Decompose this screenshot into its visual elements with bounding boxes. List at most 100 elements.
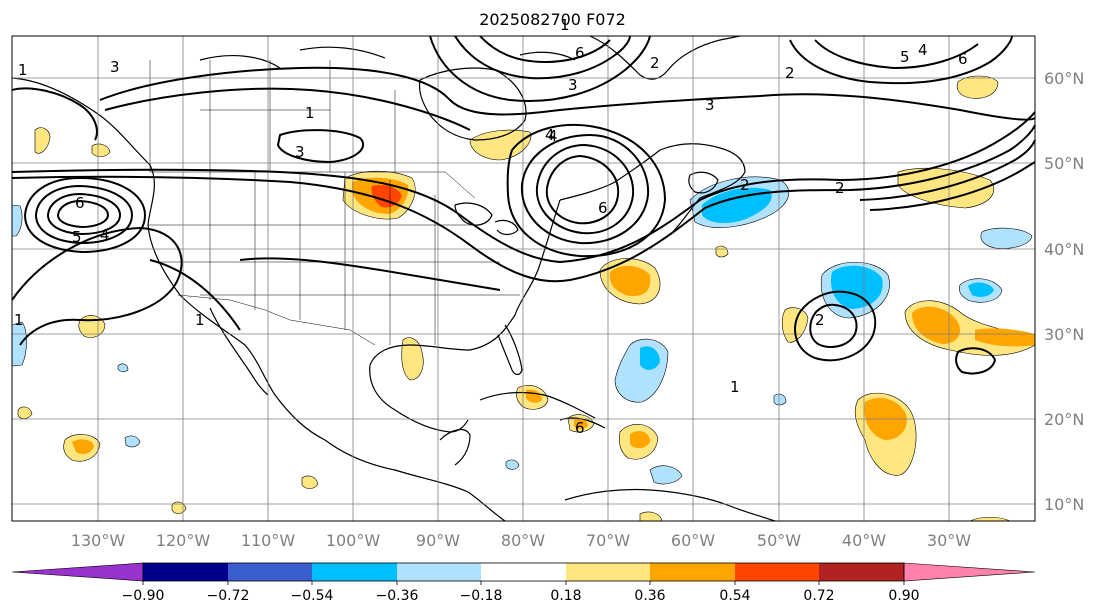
fill-lightblue-ne <box>980 227 1033 249</box>
fill-lightblue-small7 <box>773 393 787 406</box>
coastlines <box>11 35 776 522</box>
contour-label: 2 <box>785 64 795 82</box>
contour-atl-low-2 <box>809 303 858 348</box>
contour-labels: 1 2 1 6 5 4 3 3 6 4 3 2 3 4 6 5 4 6 2 1 … <box>14 16 968 437</box>
contour-label: 4 <box>918 41 928 59</box>
contour-jet-4 <box>869 161 1036 211</box>
colorbar-segment <box>481 563 566 581</box>
coast-yucatan <box>439 428 471 466</box>
fill-orange-pac-south <box>72 439 94 454</box>
contour-label: 1 <box>18 61 28 79</box>
colorbar-extend-left <box>11 562 144 582</box>
contour-label: 2 <box>650 54 660 72</box>
contour-label: 1 <box>195 311 205 329</box>
map-frame <box>11 35 1036 522</box>
fill-yellow-quebec <box>469 129 532 161</box>
contour-low-east-3 <box>545 154 620 225</box>
contour-atl-low-1 <box>794 290 877 362</box>
contour-label: 6 <box>575 44 585 62</box>
contour-label: 2 <box>740 176 750 194</box>
fill-orange-atl-coast <box>609 265 651 297</box>
contour-jet-2 <box>11 124 1036 283</box>
lon-label: 50°W <box>757 531 801 550</box>
colorbar-segment <box>228 563 312 581</box>
lon-label: 120°W <box>156 531 211 550</box>
contour-labrador-3 <box>479 35 611 64</box>
contour-label: 1 <box>14 311 24 329</box>
colorbar-tick-label: −0.72 <box>207 588 250 604</box>
contour-label: 2 <box>815 311 825 329</box>
fill-lightblue-small8 <box>505 459 520 470</box>
contour-label: 6 <box>958 50 968 68</box>
fill-yellow-greenland <box>956 75 999 99</box>
colorbar-segment <box>650 563 735 581</box>
contour-label: 6 <box>75 194 85 212</box>
contour-label: 3 <box>110 58 120 76</box>
border-us-canada <box>150 171 476 199</box>
lon-label: 40°W <box>842 531 886 550</box>
contour-pac-low-1 <box>23 176 147 254</box>
contour-alaska <box>11 87 98 141</box>
lat-label: 10°N <box>1044 495 1084 514</box>
longitude-labels: 130°W 120°W 110°W 100°W 90°W 80°W 70°W 6… <box>71 531 971 550</box>
border-us-mexico <box>177 294 376 346</box>
fill-lightblue-antilles <box>649 465 683 485</box>
fill-yellow-small2 <box>171 501 187 514</box>
contour-label: 3 <box>568 76 578 94</box>
contour-label: 3 <box>295 143 305 161</box>
colorbar-segment <box>312 563 397 581</box>
contour-greenland-2 <box>814 39 979 70</box>
contour-lines <box>11 35 1036 375</box>
colorbar-segment <box>397 563 481 581</box>
border-states-1 <box>209 172 436 345</box>
contour-polar-2 <box>104 87 471 131</box>
colorbar-tick-label: −0.54 <box>291 588 334 604</box>
coast-canada-east <box>559 143 746 236</box>
contour-pac-low-4 <box>56 199 110 229</box>
coast-greenland <box>589 35 741 80</box>
fill-blue-mid-atl <box>830 265 883 309</box>
contour-subtrop-high <box>11 226 183 346</box>
contour-low-east-1 <box>520 133 650 245</box>
contour-label: 1 <box>560 16 570 34</box>
colorbar-segment <box>819 563 904 581</box>
coast-newfoundland <box>688 171 719 194</box>
contour-low-east-4 <box>506 123 667 258</box>
contour-label: 5 <box>900 48 910 66</box>
fill-lightblue-pac-nw <box>11 204 23 237</box>
lon-label: 70°W <box>586 531 630 550</box>
fill-lightblue-pac-small <box>124 435 141 448</box>
latitude-labels: 60°N 50°N 40°N 30°N 20°N 10°N <box>1044 69 1084 514</box>
coast-cuba <box>479 391 596 419</box>
lon-label: 80°W <box>501 531 545 550</box>
fill-orange-pr <box>574 419 588 429</box>
contour-polar-1 <box>99 66 1036 121</box>
contour-label: 6 <box>575 419 585 437</box>
lat-label: 50°N <box>1044 154 1084 173</box>
coast-baja <box>209 307 269 396</box>
fill-yellow-small3 <box>301 475 319 489</box>
fill-orange-east-atl <box>912 306 961 344</box>
coast-florida <box>497 324 523 376</box>
colorbar-tick-label: 0.18 <box>550 588 581 604</box>
fill-lightblue-small9 <box>117 363 129 373</box>
map-title: 2025082700 F072 <box>479 10 626 29</box>
contour-label: 3 <box>705 96 715 114</box>
fill-blue-atl-north <box>702 187 772 224</box>
colorbar-segment <box>143 563 228 581</box>
contour-labrador-2 <box>454 35 631 80</box>
fill-yellow-small1 <box>17 406 33 419</box>
anomaly-fills <box>11 75 1036 522</box>
lon-label: 130°W <box>71 531 126 550</box>
lon-label: 30°W <box>927 531 971 550</box>
colorbar-tick-label: 0.36 <box>634 588 665 604</box>
coast-north-america-west <box>11 77 506 522</box>
colorbar-tick-label: −0.90 <box>122 588 165 604</box>
fill-red-central-us <box>371 185 402 208</box>
colorbar-tick-label: 0.54 <box>719 588 750 604</box>
contour-label: 4 <box>545 126 555 144</box>
lon-label: 90°W <box>416 531 460 550</box>
contour-labrador <box>429 35 651 102</box>
fill-yellow-bc <box>91 143 111 157</box>
